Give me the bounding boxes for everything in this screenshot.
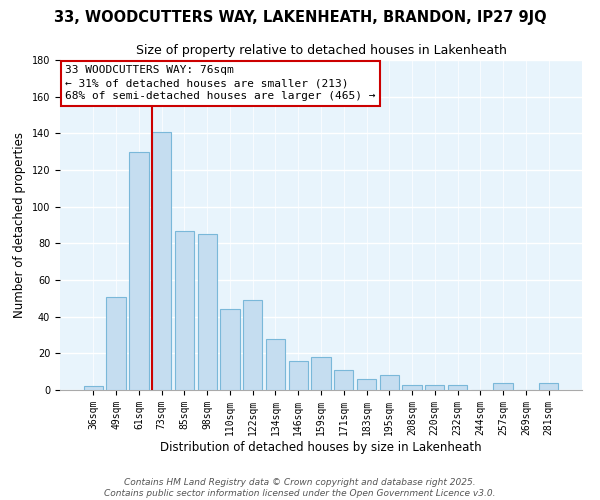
Bar [403,384,422,390]
Bar [129,152,149,390]
Bar [175,230,194,390]
Bar [539,382,558,390]
X-axis label: Distribution of detached houses by size in Lakenheath: Distribution of detached houses by size … [160,440,482,454]
Text: Contains HM Land Registry data © Crown copyright and database right 2025.
Contai: Contains HM Land Registry data © Crown c… [104,478,496,498]
Bar [357,379,376,390]
Bar [197,234,217,390]
Bar [448,384,467,390]
Bar [243,300,262,390]
Bar [493,382,513,390]
Bar [311,357,331,390]
Title: Size of property relative to detached houses in Lakenheath: Size of property relative to detached ho… [136,44,506,58]
Bar [84,386,103,390]
Bar [152,132,172,390]
Bar [425,384,445,390]
Bar [220,310,239,390]
Bar [106,296,126,390]
Text: 33, WOODCUTTERS WAY, LAKENHEATH, BRANDON, IP27 9JQ: 33, WOODCUTTERS WAY, LAKENHEATH, BRANDON… [53,10,547,25]
Text: 33 WOODCUTTERS WAY: 76sqm
← 31% of detached houses are smaller (213)
68% of semi: 33 WOODCUTTERS WAY: 76sqm ← 31% of detac… [65,65,376,102]
Bar [380,376,399,390]
Y-axis label: Number of detached properties: Number of detached properties [13,132,26,318]
Bar [266,338,285,390]
Bar [334,370,353,390]
Bar [289,360,308,390]
